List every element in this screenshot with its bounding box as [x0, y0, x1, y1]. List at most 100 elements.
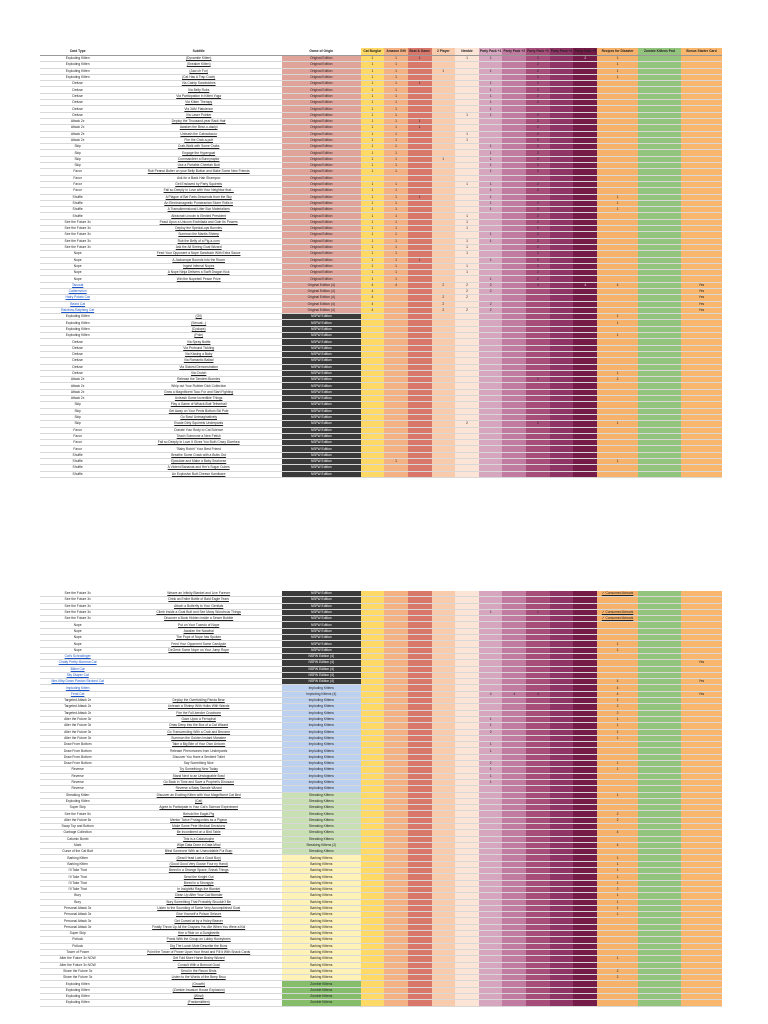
party-pack-5-cell[interactable]: [573, 395, 598, 403]
card-type-cell[interactable]: Hairy Potato Cat: [40, 294, 116, 302]
recipes-for-disaster-cell[interactable]: 2: [597, 710, 638, 717]
party-pack-2-cell[interactable]: [502, 257, 527, 264]
party-pack-4-cell[interactable]: [549, 219, 574, 227]
party-pack-1-cell[interactable]: [478, 332, 503, 340]
party-pack-5-cell[interactable]: [573, 301, 598, 308]
beat-game-cell[interactable]: [407, 408, 432, 415]
subtitle-cell[interactable]: Climb Inside a Goat Butt and See Many Wo…: [115, 609, 283, 617]
card-type-cell[interactable]: Nope: [40, 275, 116, 283]
zombie-kittens-pod-cell[interactable]: [637, 105, 681, 113]
party-pack-4-cell[interactable]: [549, 313, 574, 321]
game-of-origin-cell[interactable]: Original Edition: [282, 143, 361, 151]
game-of-origin-cell[interactable]: Barking Kittens: [282, 949, 361, 957]
cat-burglar-cell[interactable]: [360, 766, 385, 774]
newbie-cell[interactable]: [455, 905, 479, 913]
newbie-cell[interactable]: [455, 703, 479, 711]
party-pack-5-cell[interactable]: [573, 974, 598, 982]
party-pack-3-cell[interactable]: 1: [526, 376, 550, 384]
party-pack-5-cell[interactable]: [573, 61, 598, 69]
zombie-kittens-pod-cell[interactable]: [637, 156, 681, 164]
zombie-kittens-pod-cell[interactable]: [637, 187, 681, 195]
party-pack-4-cell[interactable]: [549, 420, 574, 428]
card-type-cell[interactable]: Reverse: [40, 766, 116, 774]
amazon-gift-cell[interactable]: [384, 697, 408, 705]
party-pack-2-cell[interactable]: [502, 124, 527, 132]
game-of-origin-cell[interactable]: Zombie Kittens: [282, 987, 361, 995]
party-pack-4-cell[interactable]: [549, 603, 574, 610]
beat-game-cell[interactable]: [407, 250, 432, 258]
party-pack-3-cell[interactable]: [526, 445, 550, 453]
party-pack-5-cell[interactable]: [573, 634, 598, 642]
bonus-starter-card-cell[interactable]: [681, 414, 722, 422]
card-type-cell[interactable]: Mark: [40, 842, 116, 850]
party-pack-3-cell[interactable]: [526, 741, 550, 749]
bonus-starter-card-cell[interactable]: [681, 143, 722, 151]
party-pack-5-cell[interactable]: [573, 678, 598, 686]
bonus-starter-card-cell[interactable]: [681, 905, 722, 913]
card-type-cell[interactable]: Shuffle: [40, 464, 116, 472]
party-pack-4-cell[interactable]: [549, 74, 574, 82]
party-pack-3-cell[interactable]: [526, 836, 550, 843]
party-pack-2-cell[interactable]: [502, 238, 527, 245]
bonus-starter-card-cell[interactable]: [681, 854, 722, 862]
amazon-gift-cell[interactable]: [384, 640, 408, 648]
party-pack-2-cell[interactable]: [502, 943, 527, 950]
bonus-starter-card-cell[interactable]: [681, 74, 722, 82]
beat-game-cell[interactable]: [407, 591, 432, 598]
zombie-kittens-pod-cell[interactable]: [637, 747, 681, 755]
zombie-kittens-pod-cell[interactable]: [637, 766, 681, 774]
amazon-gift-cell[interactable]: [384, 968, 408, 976]
amazon-gift-cell[interactable]: [384, 999, 408, 1007]
header-party-pack-2[interactable]: Party Pack +2: [502, 48, 527, 56]
party-pack-2-cell[interactable]: [502, 250, 527, 258]
game-of-origin-cell[interactable]: Imploding Kittens: [282, 735, 361, 743]
card-type-cell[interactable]: Alter the Future 5x: [40, 817, 116, 825]
game-of-origin-cell[interactable]: NSFW Edition: [282, 471, 361, 478]
party-pack-4-cell[interactable]: [549, 307, 574, 315]
newbie-cell[interactable]: [455, 747, 479, 755]
recipes-for-disaster-cell[interactable]: 1: [597, 899, 638, 906]
party-pack-4-cell[interactable]: [549, 779, 574, 787]
newbie-cell[interactable]: [455, 829, 479, 837]
bonus-starter-card-cell[interactable]: [681, 408, 722, 415]
bonus-starter-card-cell[interactable]: [681, 924, 722, 932]
game-of-origin-cell[interactable]: Original Edition: [282, 238, 361, 245]
zombie-kittens-pod-cell[interactable]: [637, 61, 681, 69]
newbie-cell[interactable]: [455, 301, 479, 308]
amazon-gift-cell[interactable]: 4: [384, 282, 408, 290]
two-player-cell[interactable]: [431, 458, 456, 466]
party-pack-4-cell[interactable]: [549, 823, 574, 831]
zombie-kittens-pod-cell[interactable]: [637, 703, 681, 711]
party-pack-5-cell[interactable]: [573, 389, 598, 397]
amazon-gift-cell[interactable]: [384, 621, 408, 629]
cat-burglar-cell[interactable]: 1: [360, 118, 385, 126]
cat-burglar-cell[interactable]: 1: [360, 244, 385, 252]
subtitle-cell[interactable]: Via 3AM Flatulence: [115, 105, 283, 113]
bonus-starter-card-cell[interactable]: [681, 131, 722, 138]
recipes-for-disaster-cell[interactable]: 1: [597, 766, 638, 774]
recipes-for-disaster-cell[interactable]: [597, 250, 638, 258]
cat-burglar-cell[interactable]: 1: [360, 212, 385, 220]
game-of-origin-cell[interactable]: NSFW Edition: [282, 332, 361, 340]
two-player-cell[interactable]: [431, 949, 456, 957]
amazon-gift-cell[interactable]: [384, 936, 408, 944]
two-player-cell[interactable]: [431, 370, 456, 378]
beat-game-cell[interactable]: [407, 269, 432, 277]
party-pack-5-cell[interactable]: 4: [573, 282, 598, 290]
party-pack-3-cell[interactable]: [526, 697, 550, 705]
party-pack-4-cell[interactable]: [549, 754, 574, 762]
party-pack-3-cell[interactable]: [526, 194, 550, 201]
subtitle-cell[interactable]: (Good Good Very Goose Four ny Hand): [115, 861, 283, 869]
party-pack-1-cell[interactable]: [478, 836, 503, 843]
subtitle-cell[interactable]: Put on Your Tuxedo of Nope: [115, 621, 283, 629]
party-pack-3-cell[interactable]: [526, 861, 550, 869]
beat-game-cell[interactable]: [407, 168, 432, 176]
card-type-cell[interactable]: Bury: [40, 899, 116, 906]
newbie-cell[interactable]: [455, 439, 479, 447]
party-pack-4-cell[interactable]: [549, 250, 574, 258]
party-pack-4-cell[interactable]: [549, 905, 574, 913]
zombie-kittens-pod-cell[interactable]: [637, 798, 681, 806]
subtitle-cell[interactable]: (Sexual...): [115, 319, 283, 327]
header-subtitle[interactable]: Subtitle: [115, 48, 283, 56]
cat-burglar-cell[interactable]: [360, 338, 385, 346]
